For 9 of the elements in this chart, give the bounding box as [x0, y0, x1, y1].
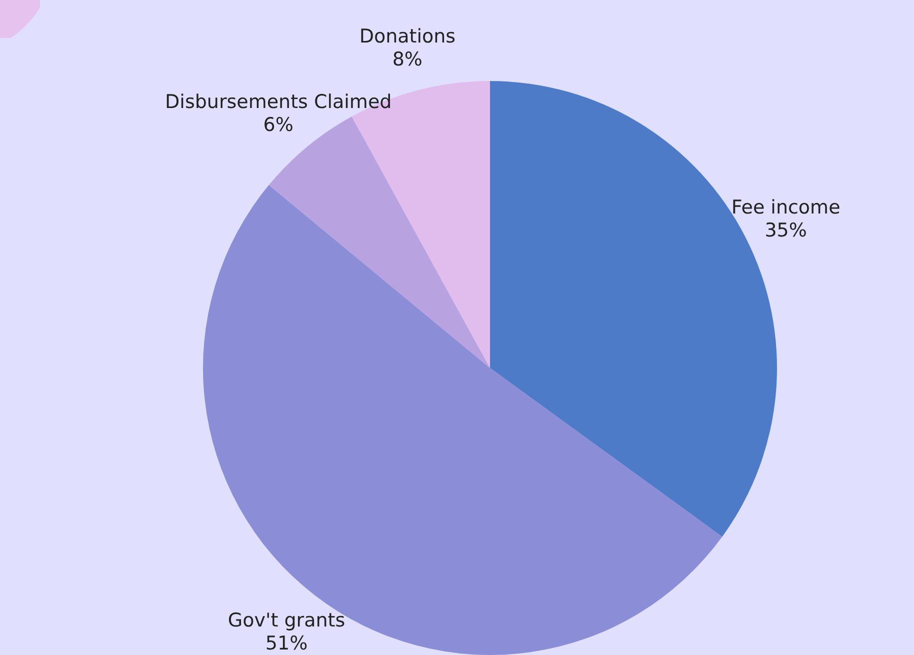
- slice-label: Disbursements Claimed: [165, 91, 392, 114]
- pie-slice: [203, 185, 722, 655]
- data-label: 51%: [265, 632, 308, 654]
- data-label: 35%: [764, 219, 807, 242]
- slice-label: Fee income: [731, 196, 840, 218]
- data-label: 6%: [263, 114, 294, 136]
- slice-label: Gov't grants: [228, 609, 346, 632]
- data-label: 8%: [392, 48, 423, 70]
- slice-label: Donations: [359, 25, 456, 48]
